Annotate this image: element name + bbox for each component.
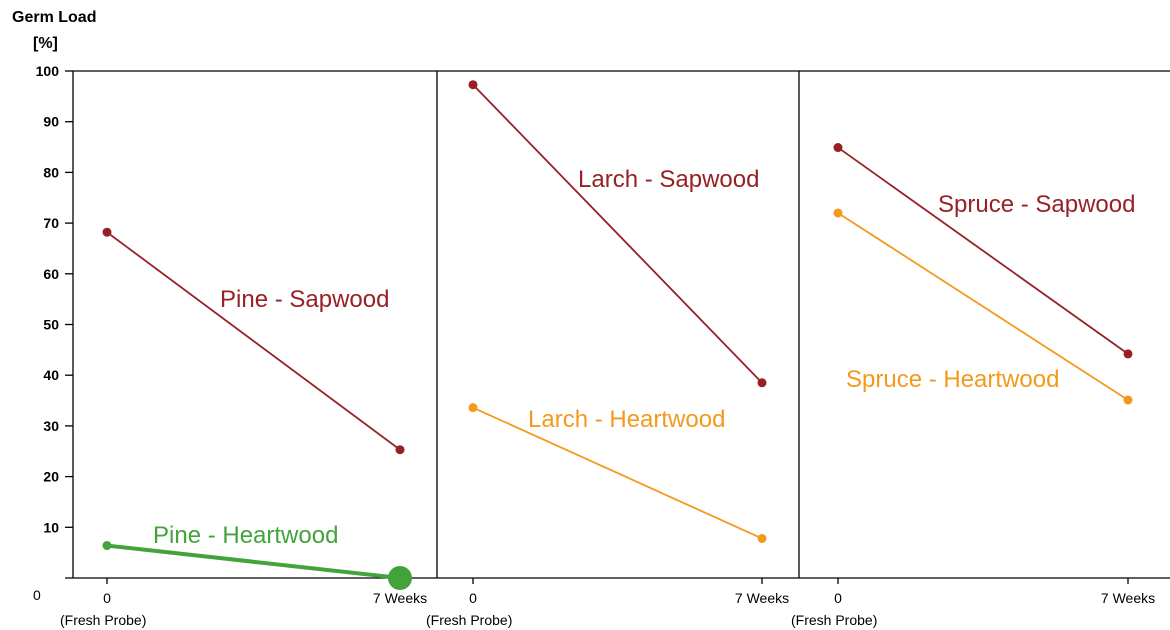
series-label: Spruce - Heartwood (846, 366, 1059, 393)
x-tick-sublabel: (Fresh Probe) (426, 612, 512, 628)
y-tick-label: 90 (43, 114, 59, 130)
y-tick-label: 50 (43, 317, 59, 333)
data-point (102, 227, 112, 237)
y-tick-label: 100 (36, 63, 60, 79)
series-label: Pine - Sapwood (220, 286, 389, 313)
x-tick-sublabel: (Fresh Probe) (60, 612, 146, 628)
data-point (833, 143, 843, 153)
y-tick-label: 80 (43, 164, 59, 180)
x-tick-label: 7 Weeks (1101, 590, 1155, 606)
data-point (395, 445, 405, 455)
y-origin-label: 0 (33, 587, 41, 603)
x-tick-label: 0 (834, 590, 842, 606)
series-line (472, 84, 763, 384)
series-line (106, 231, 401, 451)
data-point (757, 533, 767, 543)
y-axis-label: Germ Load (12, 9, 96, 26)
y-axis-unit: [%] (33, 35, 58, 52)
series-label: Spruce - Sapwood (938, 191, 1135, 218)
y-tick-label: 30 (43, 418, 59, 434)
series-line (472, 406, 763, 540)
series-line (837, 146, 1129, 355)
data-point (468, 403, 478, 413)
y-tick-label: 10 (43, 519, 59, 535)
x-tick-label: 0 (469, 590, 477, 606)
data-point (388, 566, 412, 590)
series-label: Larch - Sapwood (578, 166, 759, 193)
data-point (1123, 349, 1133, 359)
data-point (102, 541, 112, 551)
x-tick-label: 7 Weeks (373, 590, 427, 606)
y-tick-label: 20 (43, 469, 59, 485)
x-tick-label: 7 Weeks (735, 590, 789, 606)
data-point (468, 80, 478, 90)
series-line (837, 212, 1129, 401)
data-point (757, 378, 767, 388)
y-tick-label: 70 (43, 215, 59, 231)
data-point (833, 208, 843, 218)
y-tick-label: 40 (43, 367, 59, 383)
series-label: Pine - Heartwood (153, 522, 338, 549)
series-line (106, 543, 401, 580)
y-tick-label: 60 (43, 266, 59, 282)
x-tick-label: 0 (103, 590, 111, 606)
x-tick-sublabel: (Fresh Probe) (791, 612, 877, 628)
series-label: Larch - Heartwood (528, 406, 725, 433)
data-point (1123, 395, 1133, 405)
